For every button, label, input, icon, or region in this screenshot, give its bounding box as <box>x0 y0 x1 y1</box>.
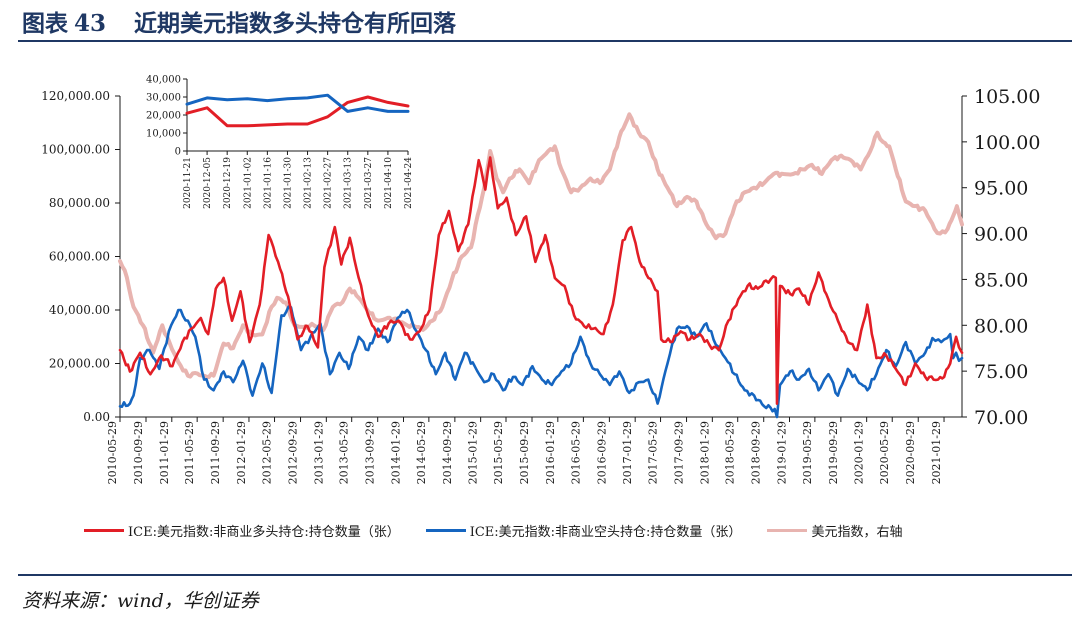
x-tick-label: 2012-09-29 <box>287 421 300 484</box>
right-y-tick-label: 85.00 <box>974 269 1028 291</box>
series-line-dollar-index <box>118 112 964 380</box>
x-tick-label: 2016-01-29 <box>544 421 557 484</box>
x-tick-label: 2016-09-29 <box>595 421 608 484</box>
left-y-tick-label: 0.00 <box>83 410 110 424</box>
x-tick-label: 2020-01-29 <box>853 421 866 484</box>
inset-x-tick-label: 2021-03-27 <box>364 157 374 209</box>
legend-item-short: ICE:美元指数:非商业空头持仓:持仓数量（张） <box>425 521 742 540</box>
inset-x-tick-label: 2020-12-05 <box>203 157 213 209</box>
inset-series <box>185 93 410 128</box>
main-plot: 0.00 20,000.00 40,000.00 60,000.00 80,000.00… <box>41 86 1040 484</box>
x-tick-label: 2015-09-29 <box>518 421 531 484</box>
right-y-tick-label: 100.00 <box>974 132 1040 154</box>
figure-number: 43 <box>74 10 107 37</box>
legend-label-short: ICE:美元指数:非商业空头持仓:持仓数量（张） <box>469 524 742 540</box>
legend-swatch-short <box>425 528 466 532</box>
right-y-tick-label: 80.00 <box>974 315 1028 337</box>
inset-x-tick-label: 2020-11-21 <box>183 157 193 209</box>
inset-x-tick-label: 2021-01-30 <box>283 157 293 209</box>
x-tick-label: 2013-09-29 <box>364 421 377 484</box>
right-y-tick-label: 90.00 <box>974 224 1028 246</box>
right-y-tick-label: 70.00 <box>974 407 1028 429</box>
x-tick-label: 2011-05-29 <box>183 421 196 484</box>
x-tick-label: 2011-01-29 <box>158 421 171 484</box>
inset-y-tick-label: 20,000 <box>146 111 181 122</box>
top-rule <box>18 40 1072 42</box>
legend-label-long: ICE:美元指数:非商业多头持仓:持仓数量（张） <box>128 524 400 540</box>
x-tick-label: 2018-09-29 <box>750 421 763 484</box>
inset-plot: 0 10,000 20,000 30,000 40,000 2020-11-21 2020-… <box>146 75 414 209</box>
x-tick-label: 2013-01-29 <box>312 421 325 484</box>
figure-title: 图表 43 近期美元指数多头持仓有所回落 <box>22 4 456 38</box>
x-tick-label: 2010-05-29 <box>106 421 119 484</box>
inset-y-tick-label: 0 <box>175 147 181 158</box>
inset-x-tick-label: 2021-04-24 <box>404 157 414 209</box>
left-y-tick-label: 20,000.00 <box>49 357 110 371</box>
right-y-tick-label: 75.00 <box>974 361 1028 383</box>
series-line-short-positions <box>118 305 964 419</box>
left-y-tick-label: 100,000.00 <box>41 143 110 157</box>
inset-x-tick-label: 2021-01-16 <box>263 157 273 209</box>
x-tick-label: 2011-09-29 <box>209 421 222 484</box>
legend-label-dxy: 美元指数，右轴 <box>811 524 903 540</box>
inset-series-line-short <box>185 93 410 113</box>
x-tick-label: 2014-01-29 <box>389 421 402 484</box>
inset-x-tick-label: 2021-01-02 <box>243 157 253 209</box>
x-tick-label: 2017-09-29 <box>673 421 686 484</box>
left-y-tick-label: 60,000.00 <box>49 250 110 264</box>
x-tick-label: 2020-09-29 <box>904 421 917 484</box>
x-tick-label: 2015-05-29 <box>492 421 505 484</box>
x-tick-label: 2017-05-29 <box>647 421 660 484</box>
x-tick-label: 2015-01-29 <box>467 421 480 484</box>
legend-swatch-dxy <box>767 528 808 532</box>
inset-x-tick-label: 2020-12-19 <box>223 157 233 209</box>
legend: ICE:美元指数:非商业多头持仓:持仓数量（张） ICE:美元指数:非商业空头持… <box>84 519 928 541</box>
right-y-tick-label: 105.00 <box>974 86 1040 108</box>
main-series <box>118 112 964 419</box>
x-tick-label: 2019-09-29 <box>827 421 840 484</box>
inset-y-tick-label: 30,000 <box>146 93 181 104</box>
legend-swatch-long <box>84 528 124 532</box>
figure-label: 图表 <box>22 10 68 37</box>
inset-y-tick-label: 10,000 <box>146 129 181 140</box>
inset-x-tick-label: 2021-04-10 <box>384 157 394 209</box>
x-tick-label: 2018-05-29 <box>724 421 737 484</box>
x-tick-label: 2012-01-29 <box>235 421 248 484</box>
x-tick-label: 2016-05-29 <box>569 421 582 484</box>
inset-x-tick-label: 2021-02-27 <box>324 157 334 209</box>
main-axes: 0.00 20,000.00 40,000.00 60,000.00 80,000.00… <box>41 86 1040 484</box>
inset-x-tick-label: 2021-02-13 <box>304 157 314 209</box>
source-note: 资料来源：wind，华创证券 <box>22 590 259 612</box>
figure-title-text: 近期美元指数多头持仓有所回落 <box>134 10 457 37</box>
legend-item-dxy: 美元指数，右轴 <box>767 521 902 540</box>
x-tick-label: 2017-01-29 <box>621 421 634 484</box>
left-y-tick-label: 40,000.00 <box>49 303 110 317</box>
x-tick-label: 2019-01-29 <box>775 421 788 484</box>
inset-axes: 0 10,000 20,000 30,000 40,000 2020-11-21 2020-… <box>146 75 414 209</box>
x-tick-label: 2014-09-29 <box>441 421 454 484</box>
inset-series-line-long <box>185 95 410 128</box>
bottom-rule <box>18 574 1072 576</box>
series-line-long-positions <box>118 156 964 405</box>
inset-y-tick-label: 40,000 <box>146 75 181 86</box>
x-tick-label: 2020-05-29 <box>878 421 891 484</box>
x-tick-label: 2012-05-29 <box>261 421 274 484</box>
x-tick-label: 2018-01-29 <box>698 421 711 484</box>
left-y-tick-label: 120,000.00 <box>41 89 110 103</box>
left-y-tick-label: 80,000.00 <box>49 196 110 210</box>
x-tick-label: 2013-05-29 <box>338 421 351 484</box>
x-tick-label: 2021-01-29 <box>930 421 943 484</box>
x-tick-label: 2014-05-29 <box>415 421 428 484</box>
right-y-tick-label: 95.00 <box>974 178 1028 200</box>
x-tick-label: 2010-09-29 <box>132 421 145 484</box>
legend-item-long: ICE:美元指数:非商业多头持仓:持仓数量（张） <box>84 521 400 540</box>
inset-x-tick-label: 2021-03-13 <box>344 157 354 209</box>
x-tick-label: 2019-05-29 <box>801 421 814 484</box>
